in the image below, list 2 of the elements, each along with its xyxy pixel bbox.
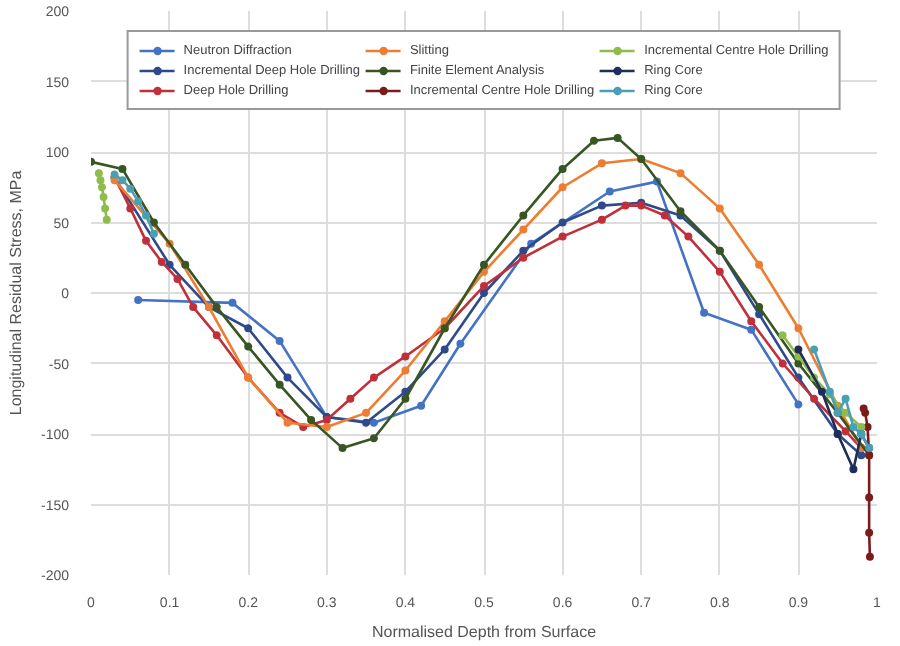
y-axis-title: Longitudinal Residual Stress, MPa	[6, 169, 25, 416]
x-axis-title: Normalised Depth from Surface	[371, 623, 598, 641]
